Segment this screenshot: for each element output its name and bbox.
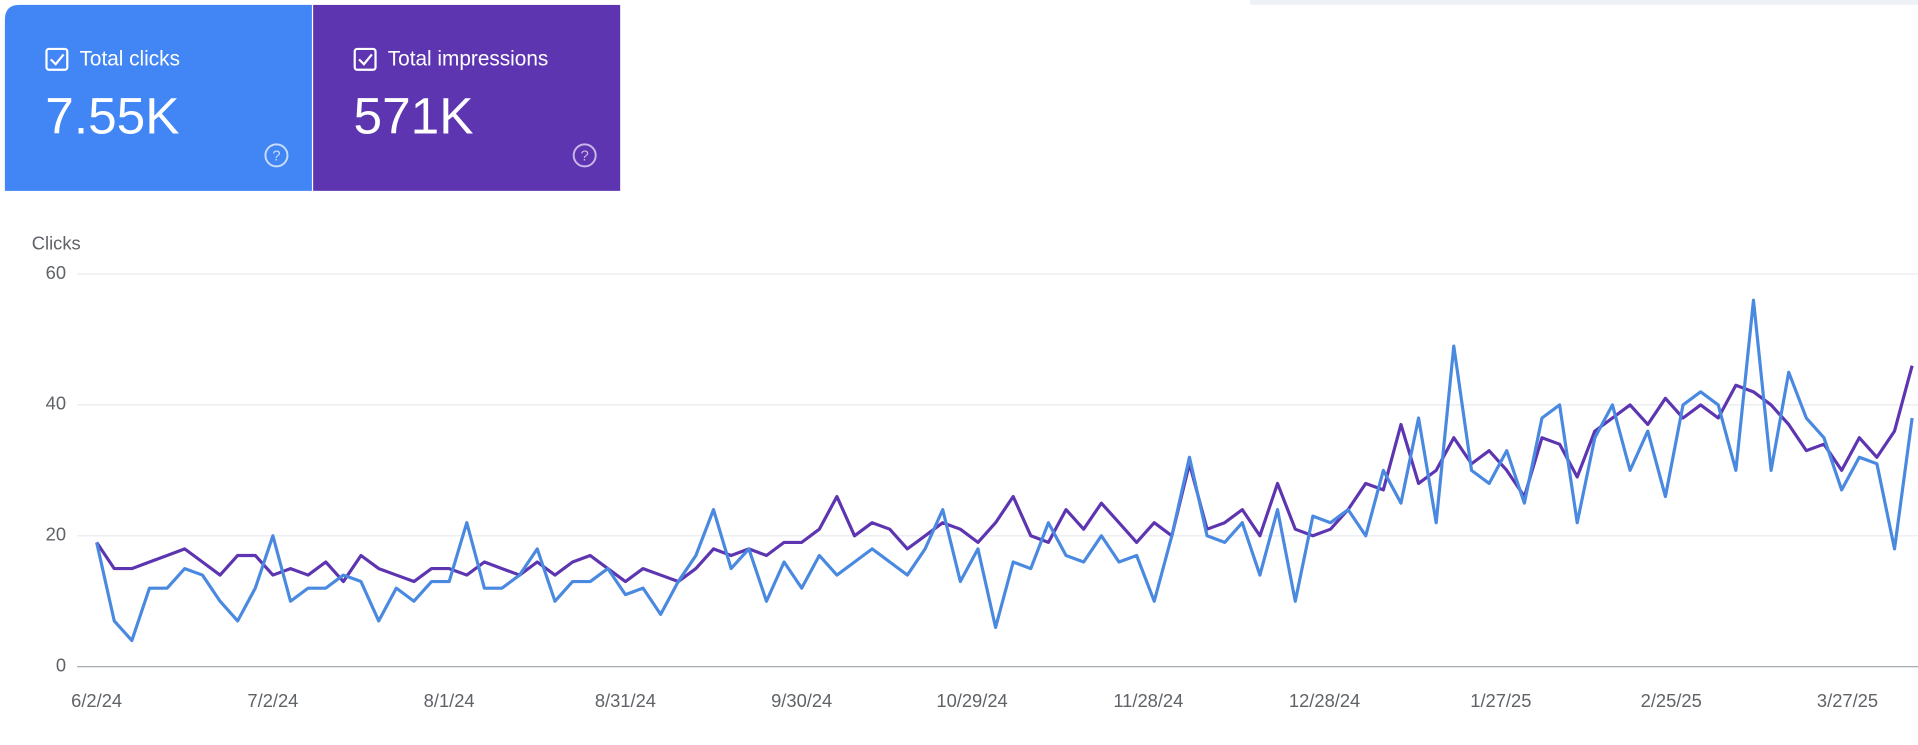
card-label: Total impressions xyxy=(388,47,549,70)
y-axis-title: Clicks xyxy=(32,233,81,254)
card-bg xyxy=(4,4,312,191)
card-value: 7.55K xyxy=(45,86,179,144)
checkbox[interactable] xyxy=(45,47,69,71)
series-line xyxy=(95,365,1914,584)
help-glyph: ? xyxy=(581,148,589,164)
check xyxy=(49,53,65,66)
help-glyph: ? xyxy=(272,148,280,164)
help-icon[interactable] xyxy=(264,143,289,168)
check xyxy=(358,53,373,66)
card-bg xyxy=(313,4,621,191)
help-icon[interactable] xyxy=(572,143,597,168)
x-tick-label: 9/30/24 xyxy=(771,690,832,711)
impressions-card[interactable]: Total impressions 571K ? xyxy=(313,4,621,191)
y-tick-label: 20 xyxy=(46,524,66,545)
y-tick-label: 0 xyxy=(56,655,66,676)
x-tick-label: 11/28/24 xyxy=(1113,690,1183,711)
x-tick-label: 10/29/24 xyxy=(936,690,1007,711)
x-tick-label: 1/27/25 xyxy=(1470,690,1531,711)
x-tick-label: 3/27/25 xyxy=(1817,690,1878,711)
card-value: 571K xyxy=(354,86,474,144)
x-tick-label: 6/2/24 xyxy=(71,690,122,711)
series-line xyxy=(95,298,1914,643)
y-tick-label: 40 xyxy=(46,393,66,414)
x-tick-label: 8/1/24 xyxy=(424,690,475,711)
x-tick-label: 7/2/24 xyxy=(247,690,298,711)
top-bar xyxy=(1250,0,1918,5)
checkbox[interactable] xyxy=(353,47,377,71)
x-tick-label: 12/28/24 xyxy=(1289,690,1360,711)
clicks-card[interactable]: Total clicks 7.55K ? xyxy=(4,4,312,191)
x-tick-label: 8/31/24 xyxy=(595,690,656,711)
card-label: Total clicks xyxy=(80,47,180,70)
y-tick-label: 60 xyxy=(46,262,66,283)
x-tick-label: 2/25/25 xyxy=(1641,690,1702,711)
